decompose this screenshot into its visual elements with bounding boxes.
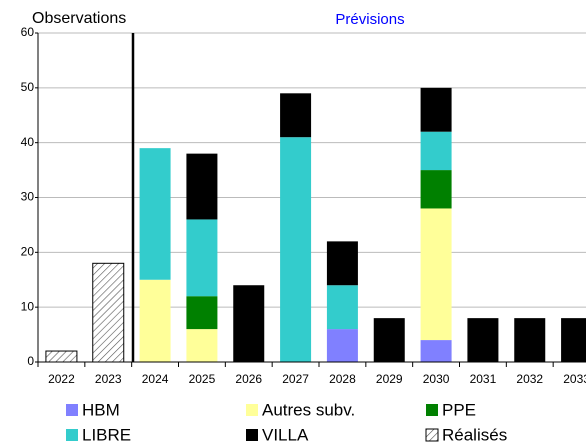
bar-segment: [45, 350, 78, 363]
legend-marker: [426, 404, 438, 416]
x-tick-label: 2026: [235, 372, 262, 386]
bar-segment: [326, 329, 358, 362]
bar-segment: [420, 170, 452, 209]
legend-marker: [425, 428, 439, 442]
observed-label: Observations: [32, 10, 126, 27]
bar-segment: [420, 87, 452, 132]
bar-segment: [561, 318, 586, 362]
bar-segment: [139, 148, 171, 280]
forecast-label: Prévisions: [335, 11, 404, 28]
bar-segment: [326, 241, 358, 286]
bar-segment: [373, 318, 405, 362]
x-tick-label: 2032: [516, 372, 543, 386]
bar-segment: [139, 279, 171, 362]
bar-segment: [186, 296, 218, 330]
legend-label: HBM: [82, 400, 120, 419]
y-tick-label: 10: [21, 299, 35, 313]
bar-segment: [186, 153, 218, 220]
legend-label: VILLA: [262, 425, 309, 444]
x-tick-label: 2029: [376, 372, 403, 386]
bar-segment: [186, 329, 218, 362]
y-tick-label: 60: [21, 25, 35, 39]
bar-segment: [326, 285, 358, 330]
y-tick-label: 30: [21, 190, 35, 204]
x-tick-label: 2022: [48, 372, 75, 386]
y-tick-label: 50: [21, 80, 35, 94]
plot-area: [38, 32, 586, 363]
legend-label: Réalisés: [442, 425, 507, 444]
y-tick-label: 20: [21, 245, 35, 259]
x-tick-label: 2030: [423, 372, 450, 386]
y-tick-label: 0: [27, 354, 34, 368]
legend-label: LIBRE: [82, 425, 131, 444]
bar-segment: [420, 131, 452, 171]
x-tick-label: 2033: [563, 372, 586, 386]
x-tick-label: 2028: [329, 372, 356, 386]
legend-marker: [66, 429, 78, 441]
bar-segment: [233, 285, 265, 362]
legend-label: Autres subv.: [262, 400, 355, 419]
bar-segment: [420, 208, 452, 341]
x-tick-label: 2023: [95, 372, 122, 386]
bar-segment: [280, 137, 312, 362]
bar-segment: [92, 262, 125, 363]
bar-segment: [514, 318, 546, 362]
legend-marker: [246, 429, 258, 441]
x-tick-label: 2031: [470, 372, 497, 386]
x-tick-label: 2024: [142, 372, 169, 386]
bar-segment: [280, 93, 312, 138]
x-tick-label: 2027: [282, 372, 309, 386]
bar-segment: [186, 219, 218, 297]
bar-segment: [420, 340, 452, 362]
legend-marker: [246, 404, 258, 416]
legend-label: PPE: [442, 400, 476, 419]
legend-marker: [66, 404, 78, 416]
y-tick-label: 40: [21, 135, 35, 149]
x-tick-label: 2025: [189, 372, 216, 386]
bar-segment: [467, 318, 499, 362]
